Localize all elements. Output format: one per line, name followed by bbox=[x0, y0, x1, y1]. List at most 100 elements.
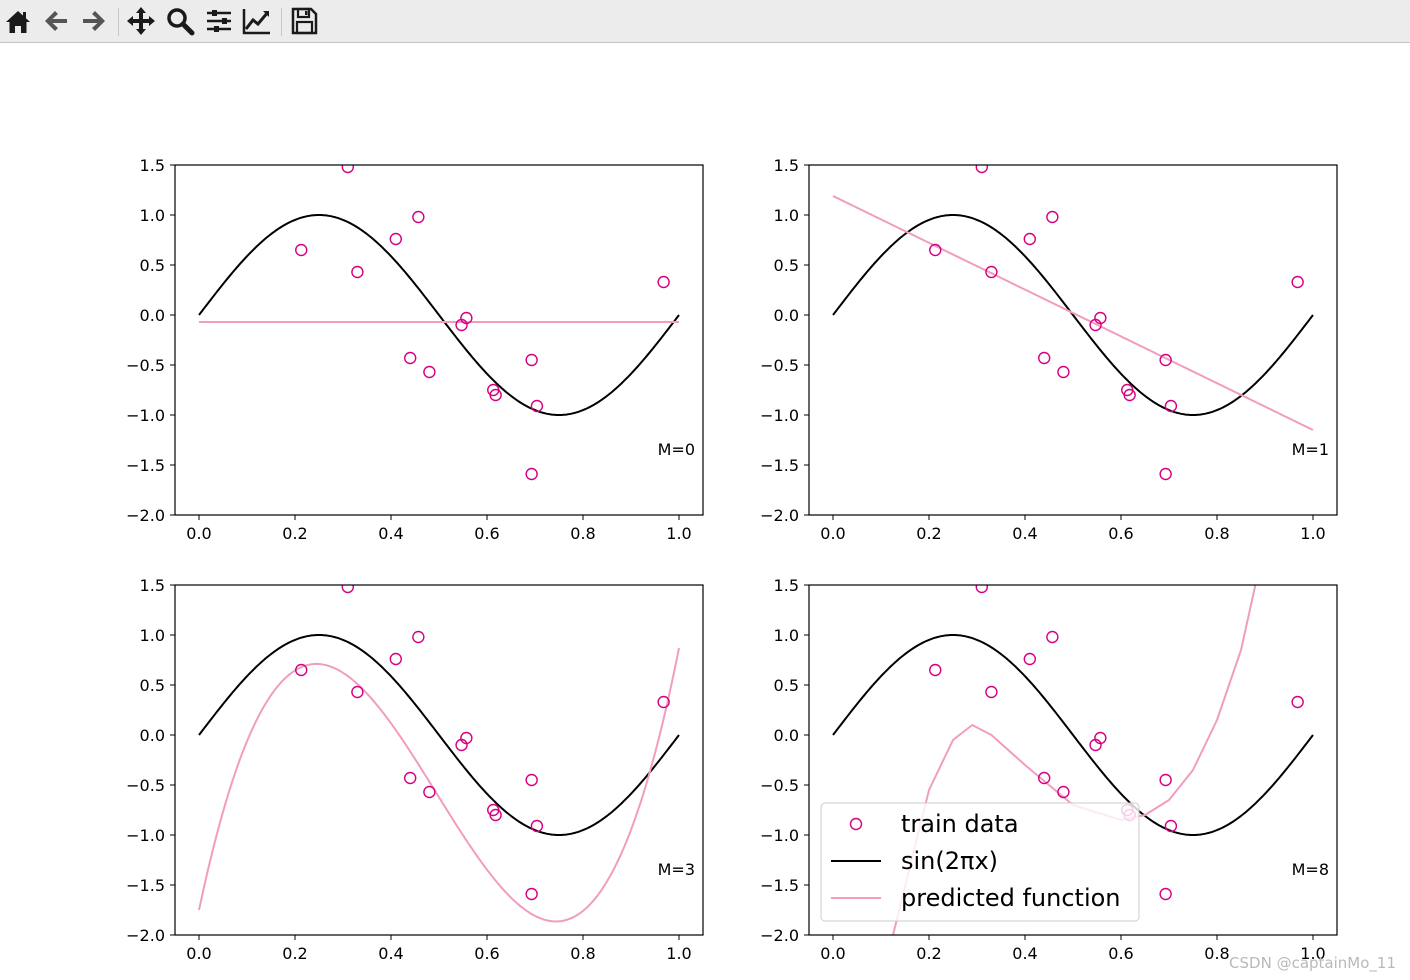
train-point bbox=[1159, 773, 1172, 787]
train-point bbox=[295, 243, 308, 257]
y-tick-label: 0.0 bbox=[774, 726, 799, 745]
pan-button[interactable] bbox=[125, 5, 157, 37]
train-point bbox=[404, 351, 417, 365]
y-tick-label: −1.0 bbox=[760, 406, 799, 425]
home-icon bbox=[6, 11, 30, 33]
back-button[interactable] bbox=[40, 5, 72, 37]
y-tick-label: −1.5 bbox=[760, 456, 799, 475]
model-order-label: M=8 bbox=[1292, 860, 1329, 879]
y-tick-label: 0.5 bbox=[140, 256, 165, 275]
train-point bbox=[985, 265, 998, 279]
figure-svg: 0.0 0.2 0.4 0.6 0.8 1.0 1.5 1.0 0.5 0.0 −0.5 −1.0 −1… bbox=[126, 156, 1338, 963]
legend: train data sin(2πx) predicted function bbox=[820, 802, 1140, 922]
train-point bbox=[985, 685, 998, 699]
x-tick-label: 0.8 bbox=[570, 524, 595, 543]
train-point bbox=[389, 232, 402, 246]
toolbar bbox=[0, 0, 1410, 43]
x-tick-label: 0.2 bbox=[282, 944, 307, 963]
x-tick-label: 0.2 bbox=[916, 944, 941, 963]
arrow-left-icon bbox=[45, 11, 67, 31]
axes-frame bbox=[174, 584, 704, 936]
subplot-1: 0.0 0.2 0.4 0.6 0.8 1.0 1.5 1.0 0.5 0.0 −0.5 −1.0 −1… bbox=[126, 156, 704, 543]
x-tick-label: 0.0 bbox=[186, 524, 211, 543]
x-tick-label: 0.4 bbox=[378, 944, 403, 963]
y-tick-label: −2.0 bbox=[126, 926, 165, 945]
train-point bbox=[975, 165, 988, 174]
y-tick-label: −1.5 bbox=[126, 876, 165, 895]
line-chart-icon bbox=[242, 9, 270, 35]
y-tick-label: −1.5 bbox=[126, 456, 165, 475]
train-point bbox=[404, 771, 417, 785]
train-point bbox=[975, 585, 988, 594]
zoom-button[interactable] bbox=[164, 5, 196, 37]
floppy-disk-icon bbox=[291, 7, 318, 35]
x-tick-label: 0.4 bbox=[1012, 524, 1037, 543]
y-tick-label: 1.0 bbox=[774, 626, 799, 645]
edit-axes-button[interactable] bbox=[241, 5, 273, 37]
train-point bbox=[389, 652, 402, 666]
y-tick-label: 1.5 bbox=[140, 576, 165, 595]
y-tick-label: −2.0 bbox=[760, 506, 799, 525]
x-tick-label: 1.0 bbox=[1300, 944, 1325, 963]
train-point bbox=[530, 819, 544, 833]
home-button[interactable] bbox=[2, 5, 34, 37]
x-tick-label: 0.0 bbox=[820, 944, 845, 963]
y-tick-label: −0.5 bbox=[126, 776, 165, 795]
axes-frame bbox=[174, 164, 704, 516]
legend-train-data: train data bbox=[901, 810, 1019, 838]
train-point bbox=[1046, 630, 1059, 644]
train-point bbox=[657, 275, 670, 289]
magnifier-icon bbox=[167, 8, 195, 36]
train-point bbox=[351, 265, 364, 279]
train-point bbox=[525, 773, 538, 787]
plot-area bbox=[198, 585, 680, 923]
move-icon bbox=[127, 7, 155, 35]
model-order-label: M=1 bbox=[1292, 440, 1329, 459]
train-point bbox=[929, 243, 942, 257]
forward-button[interactable] bbox=[78, 5, 110, 37]
sine-curve bbox=[198, 634, 680, 836]
figure-canvas: 0.0 0.2 0.4 0.6 0.8 1.0 1.5 1.0 0.5 0.0 −0.5 −1.0 −1… bbox=[0, 44, 1410, 980]
x-tick-label: 0.6 bbox=[1108, 524, 1133, 543]
toolbar-separator bbox=[281, 8, 282, 36]
x-tick-label: 0.0 bbox=[820, 524, 845, 543]
y-tick-label: 0.0 bbox=[140, 726, 165, 745]
plot-area bbox=[832, 165, 1314, 481]
save-button[interactable] bbox=[288, 5, 320, 37]
legend-marker bbox=[849, 817, 863, 831]
y-tick-label: 0.0 bbox=[774, 306, 799, 325]
train-point bbox=[657, 695, 670, 709]
model-order-label: M=3 bbox=[658, 860, 695, 879]
y-tick-label: −0.5 bbox=[126, 356, 165, 375]
subplot-2: 0.0 0.2 0.4 0.6 0.8 1.0 1.5 1.0 0.5 0.0 −0.5 −1.0 −1… bbox=[760, 156, 1338, 543]
x-tick-label: 0.8 bbox=[570, 944, 595, 963]
train-point bbox=[423, 365, 436, 379]
plot-area bbox=[198, 165, 680, 481]
train-point bbox=[341, 585, 354, 594]
predicted-curve bbox=[198, 647, 680, 923]
sine-curve bbox=[832, 214, 1314, 416]
train-point bbox=[1057, 365, 1070, 379]
train-point bbox=[1159, 353, 1172, 367]
train-point bbox=[1023, 652, 1037, 666]
train-point bbox=[423, 785, 436, 799]
train-point bbox=[412, 630, 425, 644]
x-tick-label: 0.4 bbox=[1012, 944, 1037, 963]
y-tick-label: −2.0 bbox=[126, 506, 165, 525]
axes-frame bbox=[808, 584, 1338, 936]
y-tick-label: 1.0 bbox=[140, 626, 165, 645]
x-tick-label: 1.0 bbox=[666, 524, 691, 543]
train-point bbox=[1057, 785, 1070, 799]
subplot-4: 0.0 0.2 0.4 0.6 0.8 1.0 1.5 1.0 0.5 0.0 −0.5 −1.0 −1… bbox=[760, 576, 1338, 963]
legend-sine: sin(2πx) bbox=[901, 847, 998, 875]
x-tick-label: 0.6 bbox=[1108, 944, 1133, 963]
x-tick-label: 0.8 bbox=[1204, 524, 1229, 543]
train-point bbox=[1046, 210, 1059, 224]
configure-subplots-button[interactable] bbox=[203, 5, 235, 37]
train-point bbox=[341, 165, 354, 174]
axes-frame bbox=[808, 164, 1338, 516]
train-point bbox=[489, 388, 502, 402]
train-point bbox=[1164, 819, 1178, 833]
train-point bbox=[1159, 467, 1172, 481]
y-tick-label: 1.5 bbox=[774, 576, 799, 595]
